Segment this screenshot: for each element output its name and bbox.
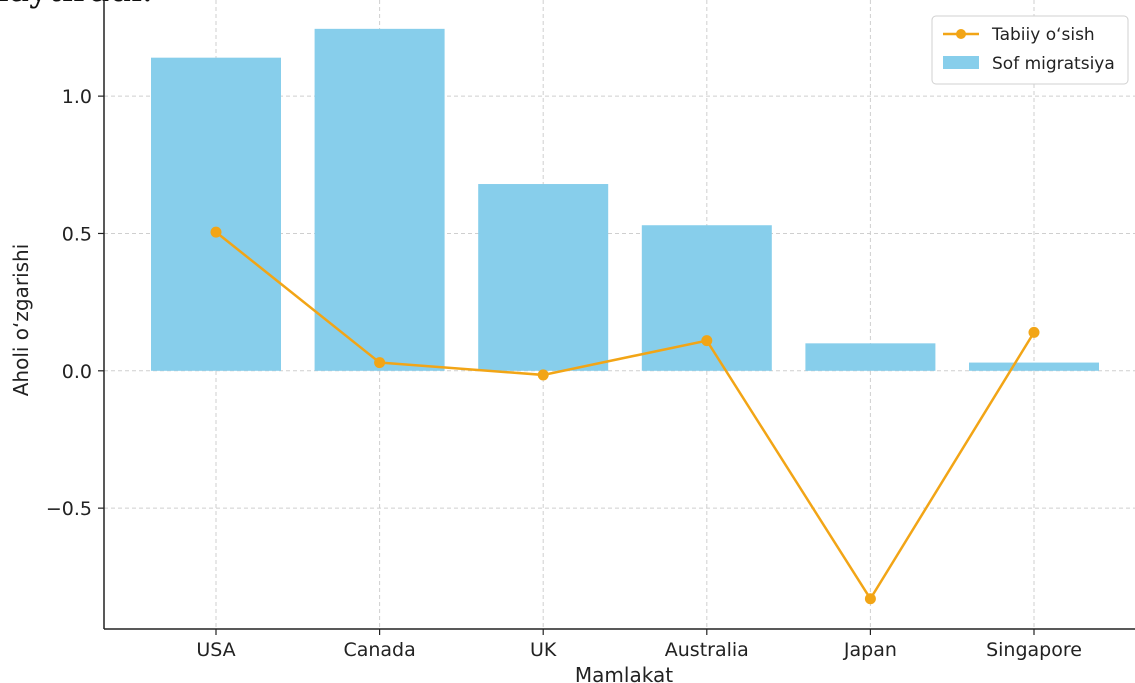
bar-usa (151, 57, 281, 371)
bar-australia (641, 225, 772, 371)
axes (103, 0, 1135, 630)
x-tick-label-4: Japan (843, 639, 897, 661)
bar-canada (314, 28, 445, 371)
legend: Tabiiy o‘sish Sof migratsiya (931, 15, 1129, 85)
x-tick-label-5: Singapore (986, 639, 1082, 661)
y-tick-label-0: −0.5 (46, 498, 92, 520)
x-ticks: USA Canada UK Australia Japan Singapore (196, 629, 1082, 661)
line-point-canada (374, 357, 386, 369)
legend-label-line: Tabiiy o‘sish (991, 25, 1095, 45)
legend-box (931, 15, 1129, 85)
y-tick-label-2: 0.5 (62, 223, 92, 245)
bar-japan (805, 343, 936, 371)
line-point-singapore (1028, 326, 1040, 338)
x-tick-label-0: USA (196, 639, 235, 661)
y-tick-label-1: 0.0 (62, 361, 92, 383)
bar-series (151, 28, 1099, 371)
y-tick-label-3: 1.0 (62, 86, 92, 108)
line-point-australia (701, 335, 713, 347)
legend-line-marker (956, 29, 966, 39)
line-series (210, 226, 1040, 605)
line-path (215, 231, 1036, 602)
y-axis-title: Aholi o‘zgarishi (9, 244, 33, 397)
x-tick-label-3: Australia (665, 639, 749, 661)
x-axis-title: Mamlakat (575, 663, 673, 683)
line-point-uk (537, 369, 549, 381)
y-ticks: −0.5 0.0 0.5 1.0 (46, 86, 104, 520)
bar-singapore (969, 362, 1099, 371)
legend-bar-swatch (943, 56, 979, 69)
x-tick-label-2: UK (530, 639, 557, 661)
bar-uk (478, 184, 609, 371)
line-point-japan (864, 593, 876, 605)
cropped-caption-text: laytiradi. (0, 0, 153, 10)
line-point-usa (210, 226, 222, 238)
x-tick-label-1: Canada (343, 639, 415, 661)
legend-label-bar: Sof migratsiya (992, 54, 1115, 74)
